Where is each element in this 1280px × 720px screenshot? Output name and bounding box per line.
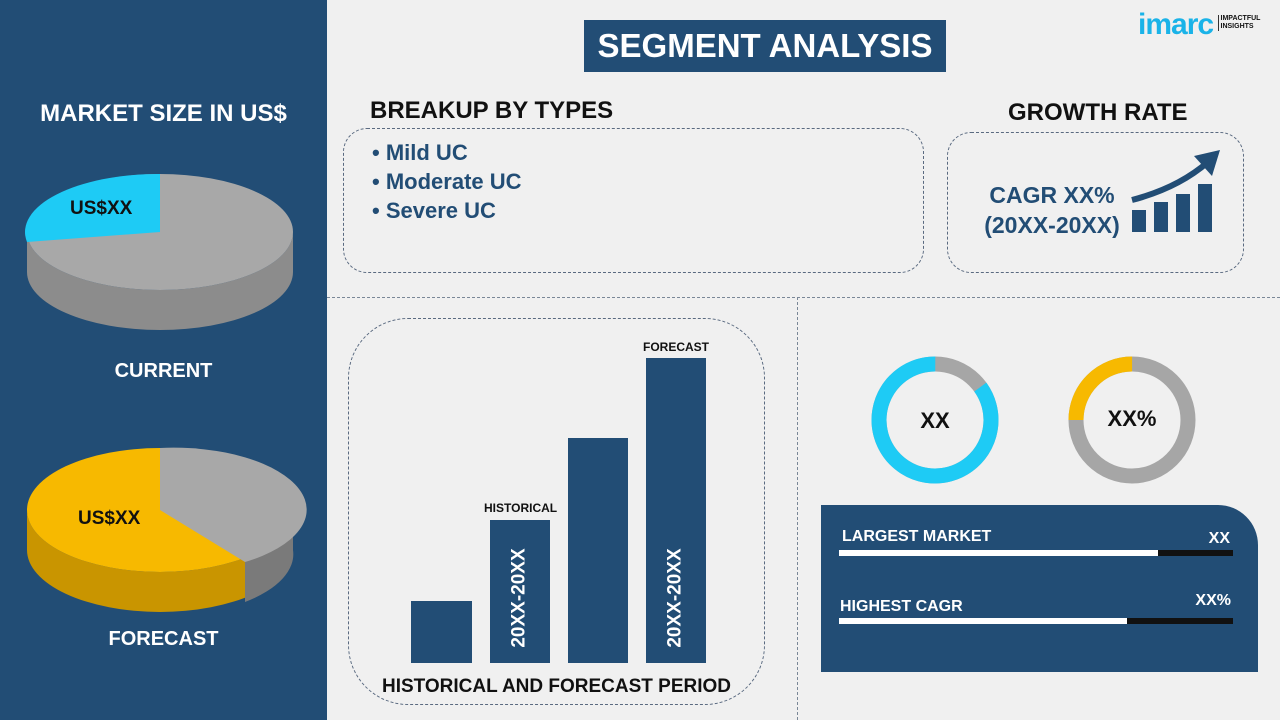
bar-label-historical: 20XX-20XX — [508, 548, 530, 648]
bar-label-forecast: 20XX-20XX — [664, 548, 686, 648]
logo-tagline: IMPACTFUL INSIGHTS — [1217, 15, 1262, 31]
highest-cagr-label: HIGHEST CAGR — [840, 598, 963, 615]
breakup-list: • Mild UC • Moderate UC • Severe UC — [372, 138, 522, 225]
list-item: • Mild UC — [372, 140, 468, 165]
item-label: Mild UC — [385, 140, 468, 165]
current-pie-chart — [25, 173, 293, 330]
historical-label: HISTORICAL — [484, 501, 558, 515]
pie-cyan-slice — [25, 173, 161, 242]
item-label: Moderate UC — [385, 169, 522, 194]
bar-fill — [839, 550, 1159, 556]
cagr-text: CAGR XX% (20XX-20XX) — [972, 180, 1132, 240]
forecast-value: US$XX — [78, 508, 141, 529]
donut-2-label: XX% — [1107, 406, 1157, 431]
period-box — [348, 318, 765, 705]
page-title: SEGMENT ANALYSIS — [584, 20, 946, 72]
growth-heading: GROWTH RATE — [1008, 99, 1188, 126]
bar-4 — [646, 358, 706, 663]
list-item: • Moderate UC — [372, 169, 522, 194]
imarc-logo: imarc IMPACTFUL INSIGHTS — [1138, 8, 1262, 42]
bar-1 — [411, 601, 472, 663]
bar-3 — [568, 438, 628, 663]
cagr-period: (20XX-20XX) — [984, 212, 1120, 238]
item-label: Severe UC — [385, 198, 496, 223]
forecast-label: FORECAST — [108, 628, 219, 650]
period-caption: HISTORICAL AND FORECAST PERIOD — [381, 676, 732, 697]
summary-card — [821, 505, 1258, 672]
pie-side-gray — [245, 510, 294, 602]
donut-1-label: XX — [920, 408, 950, 433]
growth-box — [947, 132, 1244, 273]
divider-horizontal — [327, 297, 1280, 298]
largest-market-value: XX — [1208, 530, 1230, 547]
pie-side — [27, 510, 293, 612]
logo-brand: imarc — [1138, 8, 1214, 41]
breakup-box — [343, 128, 924, 273]
growth-chart-icon — [1131, 150, 1220, 232]
market-size-heading: MARKET SIZE IN US$ — [40, 100, 287, 127]
bar-fill — [839, 618, 1127, 624]
current-label: CURRENT — [114, 360, 213, 382]
highest-cagr-bar — [839, 618, 1233, 624]
forecast-label: FORECAST — [643, 340, 709, 354]
forecast-pie-chart — [27, 447, 307, 612]
donut-charts — [871, 356, 1196, 484]
largest-market-label: LARGEST MARKET — [842, 528, 992, 545]
bar-2 — [490, 520, 550, 663]
list-item: • Severe UC — [372, 198, 496, 223]
pie-side — [27, 232, 293, 330]
breakup-heading: BREAKUP BY TYPES — [370, 97, 614, 124]
cagr-value: CAGR XX% — [989, 182, 1115, 208]
donut-2-arc — [1068, 356, 1196, 484]
pie-gray-slice — [160, 447, 307, 562]
largest-market-bar — [839, 550, 1233, 556]
current-value: US$XX — [70, 198, 133, 219]
highest-cagr-value: XX% — [1195, 592, 1231, 609]
divider-vertical — [797, 297, 798, 720]
